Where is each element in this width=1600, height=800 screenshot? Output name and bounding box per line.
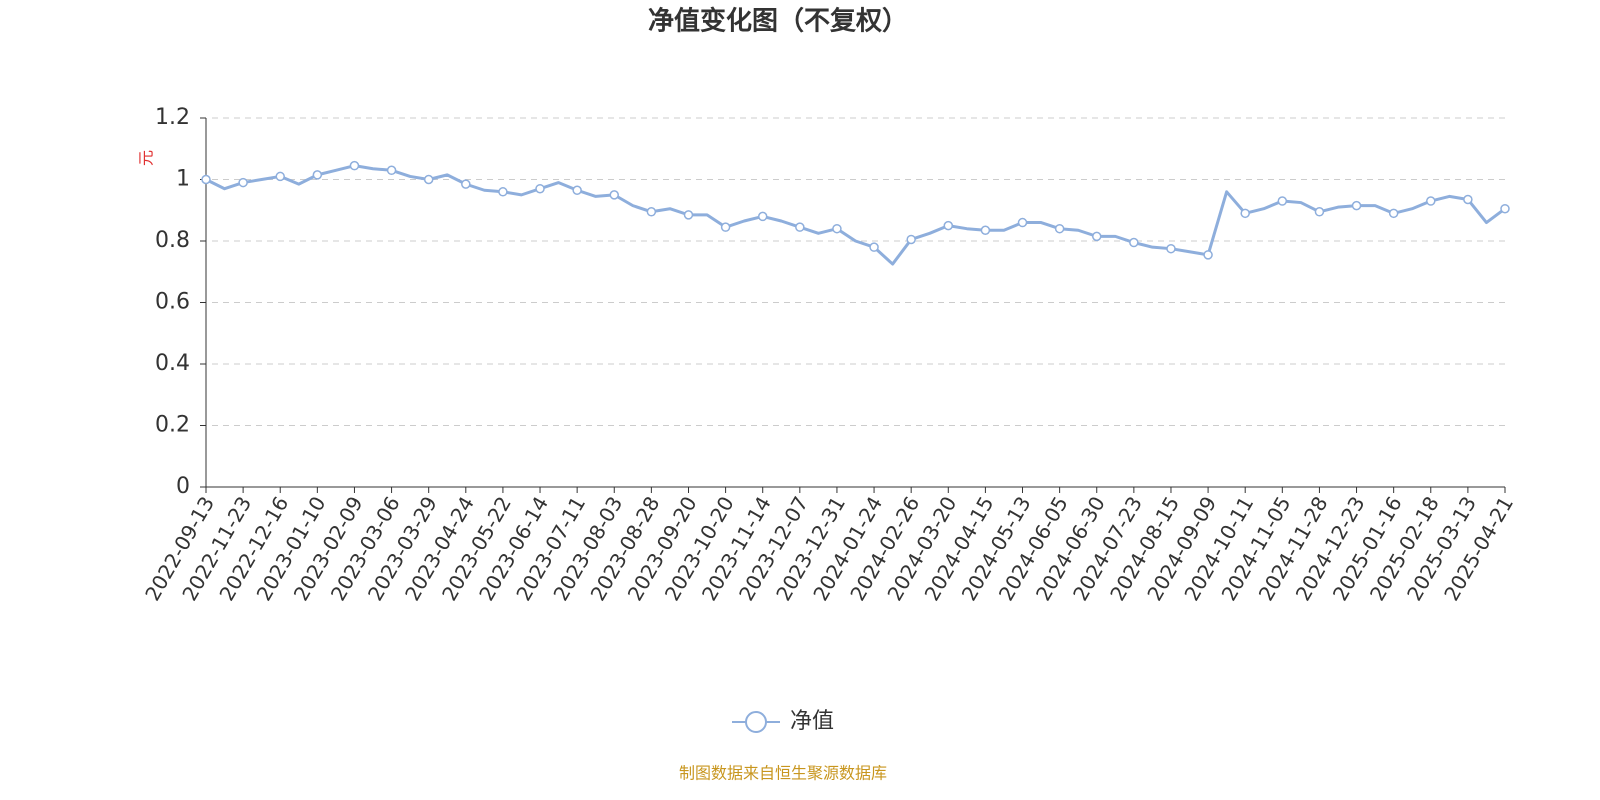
marker: [683, 210, 694, 220]
marker: [906, 234, 916, 245]
marker: [609, 190, 620, 200]
y-tick-label: 0.4: [155, 351, 190, 376]
marker: [1351, 200, 1362, 211]
marker: [1388, 208, 1399, 219]
marker: [1277, 196, 1288, 206]
marker: [312, 170, 323, 180]
marker: [238, 177, 248, 188]
marker: [1091, 231, 1102, 242]
marker: [646, 207, 657, 217]
legend-label: 净值: [790, 709, 834, 734]
marker: [1017, 217, 1028, 228]
marker: [943, 220, 954, 231]
source-note: 制图数据来自恒生聚源数据库: [679, 764, 887, 783]
y-tick-label: 1.2: [155, 105, 190, 130]
marker: [869, 242, 879, 252]
y-tick-label: 0.6: [155, 290, 190, 315]
y-axis-label: 元: [137, 150, 156, 166]
marker: [423, 174, 434, 185]
marker: [535, 183, 545, 194]
marker: [720, 222, 731, 232]
marker: [201, 174, 211, 185]
legend-marker: [745, 711, 767, 733]
line: [205, 164, 1506, 266]
y-tick-label: 0: [176, 474, 190, 499]
marker: [1463, 194, 1473, 205]
y-tick-label: 0.2: [155, 413, 190, 438]
marker: [832, 223, 842, 234]
marker: [1500, 203, 1510, 214]
marker: [980, 225, 991, 235]
marker: [795, 222, 805, 232]
y-tick-label: 1: [176, 167, 190, 192]
marker: [498, 187, 508, 197]
marker: [275, 171, 285, 182]
marker: [1129, 237, 1139, 248]
marker: [1426, 196, 1436, 206]
marker: [1166, 243, 1176, 254]
marker: [572, 185, 582, 196]
marker: [1203, 250, 1213, 260]
marker: [1054, 223, 1065, 234]
marker: [1314, 207, 1325, 217]
chart-title: 净值变化图（不复权）: [648, 6, 908, 37]
y-tick-label: 0.8: [155, 228, 190, 253]
marker: [349, 160, 360, 171]
marker: [1240, 208, 1250, 219]
marker: [386, 165, 397, 176]
marker: [461, 179, 471, 189]
marker: [757, 211, 768, 222]
